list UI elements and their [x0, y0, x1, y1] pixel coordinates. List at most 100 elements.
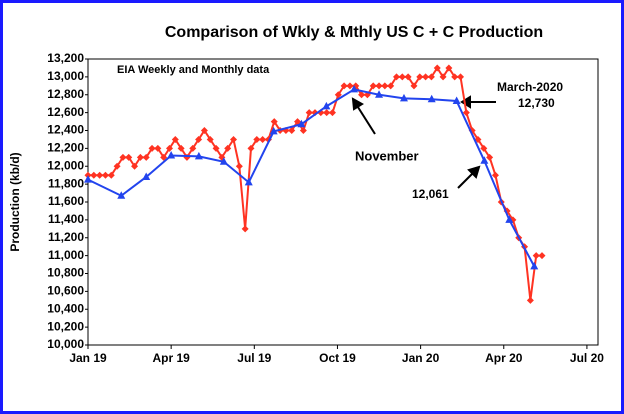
diamond-marker [177, 144, 185, 152]
diamond-marker [247, 144, 255, 152]
y-tick-label: 11,400 [48, 212, 84, 226]
diamond-marker [486, 153, 494, 161]
x-tick-label: Jan 19 [69, 351, 107, 365]
triangle-marker [530, 261, 539, 270]
series-line [87, 88, 536, 267]
diamond-marker [131, 162, 139, 170]
diamond-marker [253, 135, 261, 143]
diamond-marker [230, 135, 238, 143]
diamond-marker [224, 144, 232, 152]
diamond-marker [457, 73, 465, 81]
diamond-marker [299, 127, 307, 134]
diamond-marker [259, 135, 267, 143]
y-tick-label: 10,600 [47, 284, 84, 298]
y-tick-label: 12,200 [47, 141, 84, 155]
diamond-marker [422, 73, 430, 81]
triangle-marker [505, 215, 514, 223]
y-tick-label: 12,600 [47, 105, 84, 119]
triangle-marker [194, 151, 203, 160]
diamond-marker [526, 296, 534, 304]
y-tick-label: 10,400 [47, 301, 84, 315]
diamond-marker [189, 144, 197, 152]
y-tick-label: 12,800 [47, 87, 84, 101]
triangle-marker [269, 126, 278, 135]
triangle-marker [375, 90, 384, 98]
diamond-marker [532, 252, 540, 260]
diamond-marker [334, 91, 342, 99]
diamond-marker [305, 109, 313, 117]
x-tick-label: Jul 20 [570, 351, 604, 365]
diamond-marker [235, 162, 243, 170]
x-tick-label: Oct 19 [319, 351, 356, 365]
arrows [351, 95, 496, 189]
diamond-marker [404, 73, 412, 81]
diamond-marker [387, 82, 395, 90]
y-tick-label: 11,000 [48, 248, 84, 262]
triangle-marker [219, 157, 228, 165]
y-tick-label: 13,000 [47, 69, 84, 83]
diamond-marker [480, 144, 488, 152]
y-tick-label: 12,000 [47, 158, 84, 172]
diamond-marker [340, 82, 348, 90]
y-tick-label: 11,800 [48, 176, 84, 190]
diamond-marker [212, 144, 220, 152]
diamond-marker [375, 82, 383, 90]
annotation: March-2020 [497, 80, 563, 94]
diamond-marker [328, 109, 336, 117]
diamond-marker [346, 82, 354, 90]
diamond-marker [136, 153, 144, 161]
diamond-marker [369, 82, 377, 90]
x-tick-label: Apr 19 [152, 351, 190, 365]
diamond-marker [491, 171, 499, 179]
diamond-marker [206, 135, 214, 143]
annotation: 12,061 [412, 187, 449, 201]
diamond-marker [392, 73, 400, 81]
triangle-marker [117, 191, 126, 199]
diamond-marker [538, 252, 546, 260]
triangle-marker [142, 172, 151, 180]
diamond-marker [119, 153, 127, 161]
annotation: EIA Weekly and Monthly data [117, 64, 270, 76]
y-tick-label: 10,800 [47, 266, 84, 280]
y-tick-label: 11,200 [48, 230, 84, 244]
chart-title: Comparison of Wkly & Mthly US C + C Prod… [165, 24, 543, 41]
diamond-marker [154, 144, 162, 152]
diamond-marker [200, 127, 208, 134]
triangle-marker [297, 119, 306, 128]
annotation: 12,730 [518, 96, 555, 110]
triangle-marker [350, 84, 359, 93]
diamond-marker [101, 171, 109, 179]
x-tick-label: Jan 20 [402, 351, 440, 365]
diamond-marker [288, 127, 296, 134]
triangle-marker [399, 93, 408, 102]
diamond-marker [451, 73, 459, 81]
triangle-marker [480, 156, 489, 164]
diamond-marker [125, 153, 133, 161]
diamond-marker [107, 171, 115, 179]
triangle-marker [244, 177, 253, 186]
diamond-marker [160, 153, 168, 161]
diamond-marker [439, 73, 447, 81]
triangle-marker [452, 96, 461, 105]
x-tick-label: Jul 19 [237, 351, 271, 365]
triangle-marker [322, 101, 331, 110]
diamond-marker [171, 135, 179, 143]
y-tick-label: 10,200 [47, 319, 84, 333]
y-tick-label: 13,200 [47, 51, 84, 65]
triangle-marker [167, 151, 176, 159]
y-tick-label: 11,600 [48, 194, 84, 208]
annotation: November [355, 148, 419, 163]
diamond-marker [148, 144, 156, 152]
diamond-marker [358, 91, 366, 99]
diamond-marker [142, 153, 150, 161]
y-tick-label: 10,000 [47, 337, 84, 351]
y-tick-label: 12,400 [47, 123, 84, 137]
triangle-marker [427, 94, 436, 103]
diamond-marker [113, 162, 121, 170]
diamond-marker [90, 171, 98, 179]
triangle-marker [84, 175, 92, 183]
diamond-marker [381, 82, 389, 90]
diamond-marker [433, 64, 441, 72]
diamond-marker [462, 109, 470, 117]
